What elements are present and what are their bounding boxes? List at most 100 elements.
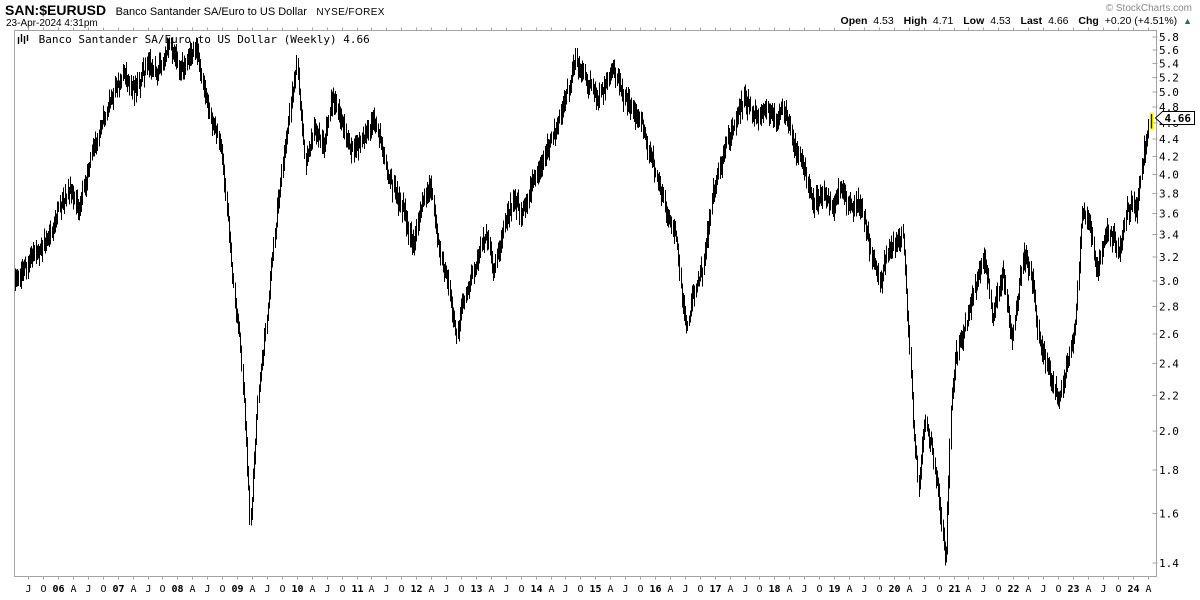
stockcharts-copyright-link[interactable]: © StockCharts.com [1105, 3, 1192, 14]
x-axis-tick-label: O [697, 584, 703, 595]
last-price-tag [1154, 110, 1195, 125]
y-axis-tick-label: 1.4 [1159, 557, 1179, 570]
y-axis-tick-label: 5.8 [1159, 31, 1179, 44]
chart-legend: Banco Santander SA/Euro to US Dollar (We… [17, 33, 370, 48]
x-axis-tick-label: A [1025, 584, 1031, 595]
x-axis-tick-label: J [562, 584, 568, 595]
x-axis-tick-label: O [159, 584, 165, 595]
x-axis-tick-label: O [219, 584, 225, 595]
y-axis-tick-label: 5.2 [1159, 71, 1179, 84]
x-axis-tick-label: A [488, 584, 494, 595]
x-axis-tick-label: O [398, 584, 404, 595]
y-axis-tick-label: 2.0 [1159, 425, 1179, 438]
y-axis-tick-label: 4.4 [1159, 133, 1179, 146]
x-axis-tick-label: 09 [231, 584, 243, 595]
x-axis-tick-label: O [1115, 584, 1121, 595]
x-axis-tick-label: O [995, 584, 1001, 595]
y-axis-tick-label: 2.6 [1159, 328, 1179, 341]
mini-chart-icon [17, 33, 29, 48]
x-axis-tick-label: 11 [351, 584, 363, 595]
y-axis-tick-label: 3.6 [1159, 207, 1179, 220]
x-axis-tick-label: 22 [1007, 584, 1019, 595]
x-axis-tick-label: O [100, 584, 106, 595]
x-axis-tick-label: J [324, 584, 330, 595]
x-axis-tick-label: J [204, 584, 210, 595]
x-axis-tick-label: J [443, 584, 449, 595]
x-axis-tick-label: 20 [888, 584, 900, 595]
last-label: Last [1020, 15, 1043, 27]
x-axis-tick-label: A [309, 584, 315, 595]
open-value: 4.53 [873, 15, 894, 27]
y-axis-tick-label: 5.0 [1159, 86, 1179, 99]
x-axis-tick-label: O [279, 584, 285, 595]
x-axis-tick-label: A [786, 584, 792, 595]
x-axis-tick-label: 17 [709, 584, 721, 595]
x-axis-tick-label: J [742, 584, 748, 595]
y-axis-tick-label: 1.8 [1159, 464, 1179, 477]
y-axis-tick-label: 3.8 [1159, 187, 1179, 200]
x-axis-tick-label: 24 [1127, 584, 1139, 595]
plot-frame [14, 30, 1157, 577]
chart-legend-label: Banco Santander SA/Euro to US Dollar (We… [38, 33, 370, 46]
last-price-tag-value: 4.66 [1165, 112, 1192, 125]
x-axis-tick-label: J [1100, 584, 1106, 595]
x-axis-tick-label: A [1085, 584, 1091, 595]
x-axis-tick-label: O [1055, 584, 1061, 595]
x-axis-tick-label: J [85, 584, 91, 595]
low-value: 4.53 [990, 15, 1011, 27]
price-bars [15, 37, 1149, 566]
last-value: 4.66 [1048, 15, 1069, 27]
quote-summary: Open 4.53 High 4.71 Low 4.53 Last 4.66 C… [841, 15, 1192, 27]
y-axis-tick-label: 4.2 [1159, 150, 1179, 163]
x-axis-tick-label: O [756, 584, 762, 595]
x-axis-tick-label: 23 [1067, 584, 1079, 595]
y-axis-tick-label: 3.2 [1159, 251, 1179, 264]
y-axis-tick-label: 5.6 [1159, 44, 1179, 57]
x-axis-tick-label: 19 [828, 584, 840, 595]
high-label: High [903, 15, 927, 27]
y-axis-tick-label: 1.6 [1159, 508, 1179, 521]
x-axis-tick-label: J [1040, 584, 1046, 595]
x-axis-tick-label: 06 [52, 584, 64, 595]
x-axis-tick-label: A [130, 584, 136, 595]
x-axis-tick-label: 15 [589, 584, 601, 595]
x-axis-tick-label: J [980, 584, 986, 595]
exchange-name: NYSE/FOREX [316, 7, 385, 18]
x-axis-tick-label: 10 [291, 584, 303, 595]
x-axis-tick-label: J [503, 584, 509, 595]
x-axis-tick-label: 13 [470, 584, 482, 595]
high-value: 4.71 [932, 15, 954, 27]
x-axis-tick-label: 08 [171, 584, 183, 595]
x-axis-tick-label: O [518, 584, 524, 595]
x-axis-tick-label: A [846, 584, 852, 595]
x-axis-tick-label: 21 [948, 584, 960, 595]
y-axis-tick-label: 3.4 [1159, 229, 1179, 242]
x-axis-tick-label: 18 [768, 584, 780, 595]
x-axis-tick-label: J [145, 584, 151, 595]
x-axis-tick-label: O [339, 584, 345, 595]
x-axis-tick-label: A [607, 584, 613, 595]
x-axis-tick-label: A [368, 584, 374, 595]
x-axis-tick-label: O [936, 584, 942, 595]
x-axis-tick-label: A [1145, 584, 1151, 595]
x-axis-tick-label: A [189, 584, 195, 595]
x-axis-tick-label: O [876, 584, 882, 595]
y-axis-tick-label: 4.8 [1159, 101, 1179, 114]
chart-datetime: 23-Apr-2024 4:31pm [6, 18, 98, 29]
x-axis-tick-label: J [383, 584, 389, 595]
change-label: Chg [1078, 15, 1099, 27]
x-axis-tick-label: O [637, 584, 643, 595]
ticker-symbol: SAN:$EURUSD [5, 2, 107, 18]
low-label: Low [963, 15, 985, 27]
x-axis-tick-label: J [682, 584, 688, 595]
x-axis-tick-label: 07 [112, 584, 124, 595]
company-name: Banco Santander SA/Euro to US Dollar [115, 6, 307, 18]
open-label: Open [840, 15, 868, 27]
y-axis-tick-label: 3.0 [1159, 275, 1179, 288]
y-axis-tick-label: 2.4 [1159, 357, 1179, 370]
x-axis-tick-label: J [264, 584, 270, 595]
chart-header: SAN:$EURUSD Banco Santander SA/Euro to U… [5, 2, 385, 20]
change-value: +0.20 (+4.51%) [1104, 15, 1178, 27]
